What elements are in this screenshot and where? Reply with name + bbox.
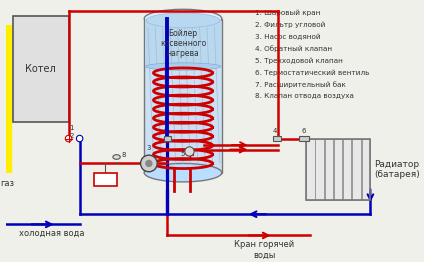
Text: холодная вода: холодная вода: [19, 229, 85, 238]
Ellipse shape: [113, 155, 120, 159]
Circle shape: [145, 160, 153, 167]
Bar: [362, 139, 370, 200]
Circle shape: [141, 155, 157, 172]
Text: 8. Клапан отвода воздуха: 8. Клапан отвода воздуха: [255, 93, 354, 99]
Bar: [164, 136, 171, 141]
Text: Бойлер
косвенного
нагрева: Бойлер косвенного нагрева: [160, 29, 206, 58]
Text: 4: 4: [273, 128, 278, 134]
Text: 7: 7: [103, 175, 108, 184]
Bar: [299, 136, 309, 141]
Bar: [352, 139, 361, 200]
Bar: [334, 139, 342, 200]
Bar: [306, 139, 371, 200]
Text: 1: 1: [70, 125, 74, 131]
Text: 8: 8: [121, 152, 126, 158]
Text: 6: 6: [302, 128, 306, 134]
Bar: [343, 139, 351, 200]
Circle shape: [185, 147, 194, 156]
Circle shape: [65, 135, 72, 142]
Bar: [145, 19, 221, 67]
Bar: [95, 173, 117, 185]
Text: 1. Шаровый кран: 1. Шаровый кран: [255, 9, 321, 16]
Bar: [315, 139, 324, 200]
Text: Котел: Котел: [25, 64, 56, 74]
Text: 7. Расширительный бак: 7. Расширительный бак: [255, 81, 346, 88]
Ellipse shape: [144, 163, 222, 182]
Text: 4: 4: [162, 128, 167, 134]
Ellipse shape: [145, 63, 221, 70]
Circle shape: [76, 135, 83, 142]
Ellipse shape: [146, 13, 220, 28]
Text: 3. Насос водяной: 3. Насос водяной: [255, 33, 321, 40]
Text: 3: 3: [147, 145, 151, 151]
Bar: [306, 139, 315, 200]
Text: 2: 2: [70, 133, 74, 139]
Text: Кран горячей
воды: Кран горячей воды: [234, 240, 294, 259]
Text: 5. Трехходовой клапан: 5. Трехходовой клапан: [255, 57, 343, 64]
Text: 2. Фильтр угловой: 2. Фильтр угловой: [255, 21, 325, 28]
Text: Радиатор
(батарея): Радиатор (батарея): [374, 160, 420, 179]
Bar: [13, 16, 69, 122]
Bar: [325, 139, 333, 200]
Text: 4. Обратный клапан: 4. Обратный клапан: [255, 45, 332, 52]
Text: 5: 5: [181, 151, 185, 157]
Ellipse shape: [144, 9, 222, 28]
Text: газ: газ: [0, 179, 15, 188]
Bar: [144, 19, 222, 173]
Bar: [273, 136, 281, 141]
Text: 6. Термостатический вентиль: 6. Термостатический вентиль: [255, 69, 369, 76]
